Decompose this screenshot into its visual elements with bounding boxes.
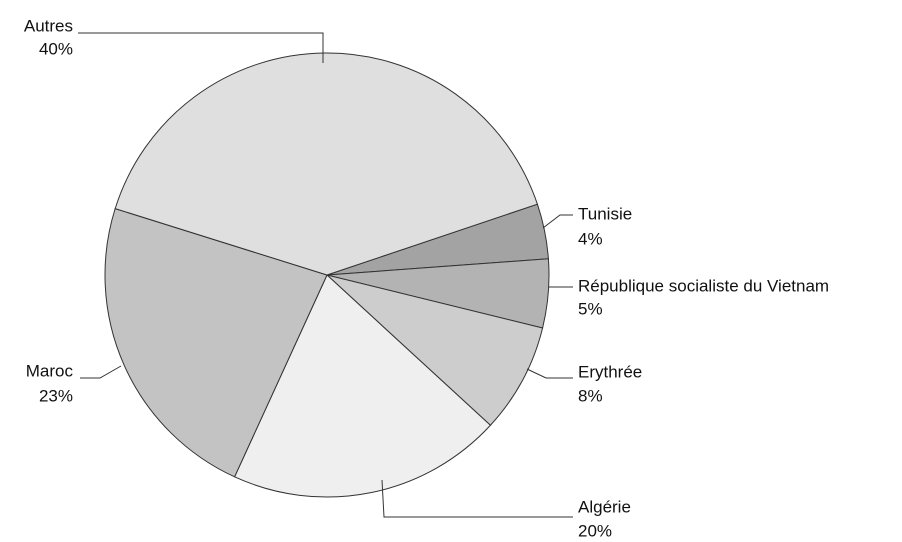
leader-line <box>381 479 573 518</box>
slice-label: Tunisie <box>578 204 632 223</box>
slice-label: Algérie <box>578 497 631 516</box>
slice-label: Maroc <box>26 361 74 380</box>
slice-label: Erythrée <box>578 362 642 381</box>
slice-label: Autres <box>24 16 73 35</box>
leader-line <box>542 214 573 229</box>
value-label: 23% <box>39 386 73 405</box>
value-label: 40% <box>39 39 73 58</box>
value-label: 5% <box>578 299 603 318</box>
leader-line <box>78 32 324 63</box>
value-label: 4% <box>578 229 603 248</box>
pie-slice <box>233 274 492 498</box>
value-label: 8% <box>578 386 603 405</box>
pie-slice <box>326 274 544 426</box>
value-label: 20% <box>578 521 612 540</box>
pie-slice <box>104 207 328 478</box>
slice-label: République socialiste du Vietnam <box>578 276 829 295</box>
leader-line <box>526 368 573 379</box>
leader-line <box>80 365 122 379</box>
pie-slice <box>114 52 539 276</box>
